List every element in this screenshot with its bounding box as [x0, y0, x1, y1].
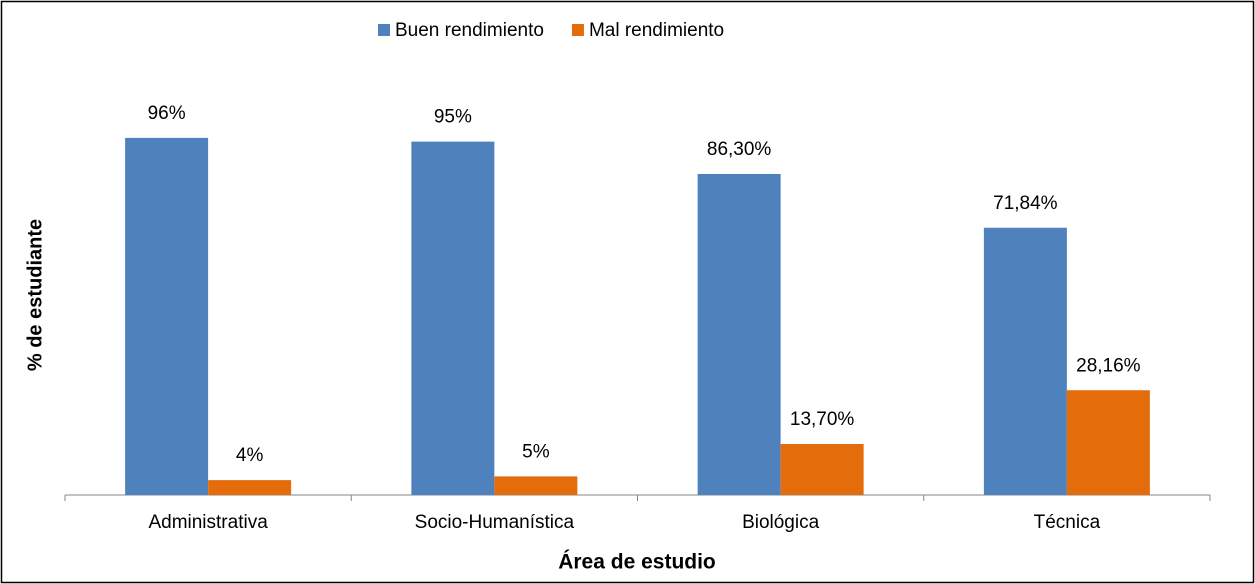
legend-label: Buen rendimiento: [395, 20, 544, 41]
data-label: 5%: [522, 441, 550, 462]
data-label: 28,16%: [1076, 355, 1141, 376]
x-tick-label: Administrativa: [148, 512, 268, 533]
bar: [208, 480, 292, 495]
bar: [1066, 390, 1150, 495]
x-tick-label: Técnica: [1034, 512, 1101, 533]
bar: [983, 227, 1067, 496]
y-axis-title: % de estudiante: [24, 219, 46, 371]
legend-swatch: [571, 24, 584, 36]
x-tick-label: Biológica: [742, 512, 820, 533]
bar: [697, 173, 781, 496]
data-label: 95%: [434, 107, 472, 128]
x-tick-label: Socio-Humanística: [415, 512, 575, 533]
bar: [125, 137, 209, 495]
legend-swatch: [378, 24, 390, 36]
data-label: 4%: [236, 445, 264, 466]
data-label: 13,70%: [790, 409, 855, 430]
bar: [411, 141, 495, 495]
data-label: 71,84%: [993, 193, 1058, 214]
bar: [780, 444, 864, 495]
data-label: 86,30%: [707, 139, 772, 160]
x-axis-title: Área de estudio: [558, 551, 716, 574]
legend-label: Mal rendimiento: [589, 20, 724, 41]
bar: [494, 476, 578, 495]
data-label: 96%: [148, 103, 186, 124]
